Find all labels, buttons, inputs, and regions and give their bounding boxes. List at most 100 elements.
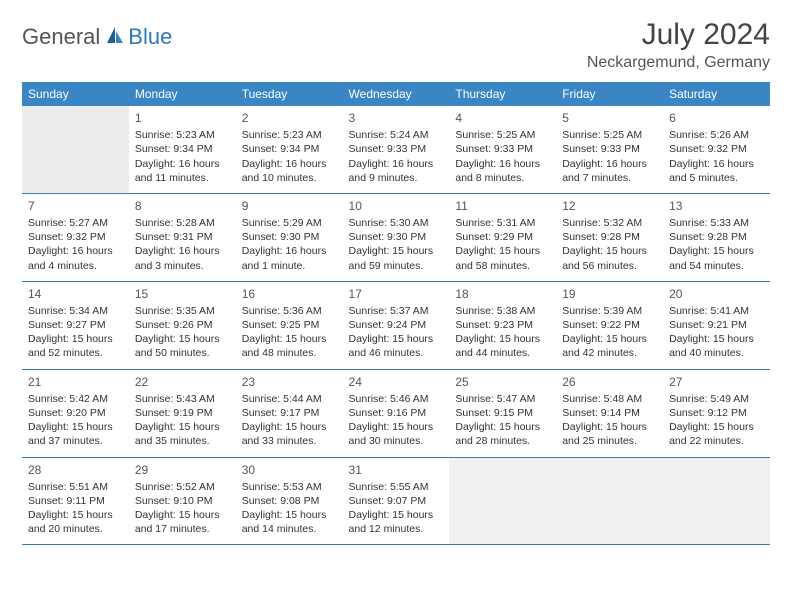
daylight-text: Daylight: 15 hours and 20 minutes.	[28, 508, 123, 536]
sunset-text: Sunset: 9:28 PM	[669, 230, 764, 244]
sunrise-text: Sunrise: 5:47 AM	[455, 392, 550, 406]
dow-cell: Monday	[129, 82, 236, 106]
day-cell: 21Sunrise: 5:42 AMSunset: 9:20 PMDayligh…	[22, 369, 129, 457]
sunset-text: Sunset: 9:07 PM	[349, 494, 444, 508]
calendar-table: SundayMondayTuesdayWednesdayThursdayFrid…	[22, 82, 770, 545]
day-cell: 5Sunrise: 5:25 AMSunset: 9:33 PMDaylight…	[556, 106, 663, 193]
sunset-text: Sunset: 9:17 PM	[242, 406, 337, 420]
day-number: 6	[669, 110, 764, 126]
daylight-text: Daylight: 15 hours and 30 minutes.	[349, 420, 444, 448]
daylight-text: Daylight: 16 hours and 8 minutes.	[455, 157, 550, 185]
sunrise-text: Sunrise: 5:37 AM	[349, 304, 444, 318]
daylight-text: Daylight: 15 hours and 40 minutes.	[669, 332, 764, 360]
day-number: 24	[349, 374, 444, 390]
day-number: 17	[349, 286, 444, 302]
sunrise-text: Sunrise: 5:23 AM	[135, 128, 230, 142]
sunset-text: Sunset: 9:15 PM	[455, 406, 550, 420]
day-cell: 19Sunrise: 5:39 AMSunset: 9:22 PMDayligh…	[556, 281, 663, 369]
day-number: 11	[455, 198, 550, 214]
day-number: 26	[562, 374, 657, 390]
day-cell: 26Sunrise: 5:48 AMSunset: 9:14 PMDayligh…	[556, 369, 663, 457]
blank-cell	[556, 457, 663, 545]
blank-cell	[663, 457, 770, 545]
daylight-text: Daylight: 15 hours and 46 minutes.	[349, 332, 444, 360]
daylight-text: Daylight: 16 hours and 10 minutes.	[242, 157, 337, 185]
sunset-text: Sunset: 9:30 PM	[349, 230, 444, 244]
daylight-text: Daylight: 15 hours and 59 minutes.	[349, 244, 444, 272]
sunset-text: Sunset: 9:28 PM	[562, 230, 657, 244]
sunrise-text: Sunrise: 5:48 AM	[562, 392, 657, 406]
day-number: 13	[669, 198, 764, 214]
sunrise-text: Sunrise: 5:51 AM	[28, 480, 123, 494]
day-cell: 31Sunrise: 5:55 AMSunset: 9:07 PMDayligh…	[343, 457, 450, 545]
day-number: 12	[562, 198, 657, 214]
dow-cell: Friday	[556, 82, 663, 106]
sunset-text: Sunset: 9:29 PM	[455, 230, 550, 244]
sunset-text: Sunset: 9:22 PM	[562, 318, 657, 332]
logo: General Blue	[22, 18, 172, 50]
sunrise-text: Sunrise: 5:34 AM	[28, 304, 123, 318]
blank-cell	[22, 106, 129, 193]
sunrise-text: Sunrise: 5:46 AM	[349, 392, 444, 406]
sunrise-text: Sunrise: 5:30 AM	[349, 216, 444, 230]
sunset-text: Sunset: 9:33 PM	[562, 142, 657, 156]
day-cell: 3Sunrise: 5:24 AMSunset: 9:33 PMDaylight…	[343, 106, 450, 193]
day-number: 20	[669, 286, 764, 302]
sunrise-text: Sunrise: 5:38 AM	[455, 304, 550, 318]
day-cell: 8Sunrise: 5:28 AMSunset: 9:31 PMDaylight…	[129, 193, 236, 281]
logo-text-general: General	[22, 24, 100, 50]
sunrise-text: Sunrise: 5:55 AM	[349, 480, 444, 494]
day-number: 15	[135, 286, 230, 302]
sunrise-text: Sunrise: 5:49 AM	[669, 392, 764, 406]
dow-cell: Thursday	[449, 82, 556, 106]
sunrise-text: Sunrise: 5:26 AM	[669, 128, 764, 142]
day-number: 23	[242, 374, 337, 390]
daylight-text: Daylight: 16 hours and 7 minutes.	[562, 157, 657, 185]
sunrise-text: Sunrise: 5:25 AM	[455, 128, 550, 142]
daylight-text: Daylight: 16 hours and 4 minutes.	[28, 244, 123, 272]
sunrise-text: Sunrise: 5:27 AM	[28, 216, 123, 230]
daylight-text: Daylight: 15 hours and 12 minutes.	[349, 508, 444, 536]
sunrise-text: Sunrise: 5:41 AM	[669, 304, 764, 318]
day-number: 27	[669, 374, 764, 390]
sunset-text: Sunset: 9:32 PM	[669, 142, 764, 156]
sunset-text: Sunset: 9:12 PM	[669, 406, 764, 420]
sunset-text: Sunset: 9:19 PM	[135, 406, 230, 420]
sunset-text: Sunset: 9:30 PM	[242, 230, 337, 244]
day-cell: 17Sunrise: 5:37 AMSunset: 9:24 PMDayligh…	[343, 281, 450, 369]
sunset-text: Sunset: 9:32 PM	[28, 230, 123, 244]
day-number: 30	[242, 462, 337, 478]
blank-cell	[449, 457, 556, 545]
day-number: 25	[455, 374, 550, 390]
day-cell: 14Sunrise: 5:34 AMSunset: 9:27 PMDayligh…	[22, 281, 129, 369]
daylight-text: Daylight: 15 hours and 58 minutes.	[455, 244, 550, 272]
daylight-text: Daylight: 16 hours and 3 minutes.	[135, 244, 230, 272]
week-row: 28Sunrise: 5:51 AMSunset: 9:11 PMDayligh…	[22, 457, 770, 545]
day-number: 21	[28, 374, 123, 390]
day-cell: 4Sunrise: 5:25 AMSunset: 9:33 PMDaylight…	[449, 106, 556, 193]
day-cell: 27 Sunrise: 5:49 AMSunset: 9:12 PMDayligh…	[663, 369, 770, 457]
daylight-text: Daylight: 15 hours and 25 minutes.	[562, 420, 657, 448]
sunset-text: Sunset: 9:25 PM	[242, 318, 337, 332]
daylight-text: Daylight: 15 hours and 22 minutes.	[669, 420, 764, 448]
day-cell: 30Sunrise: 5:53 AMSunset: 9:08 PMDayligh…	[236, 457, 343, 545]
sunrise-text: Sunrise: 5:36 AM	[242, 304, 337, 318]
sunrise-text: Sunrise: 5:44 AM	[242, 392, 337, 406]
day-number: 9	[242, 198, 337, 214]
sunset-text: Sunset: 9:21 PM	[669, 318, 764, 332]
day-cell: 12Sunrise: 5:32 AMSunset: 9:28 PMDayligh…	[556, 193, 663, 281]
daylight-text: Daylight: 15 hours and 50 minutes.	[135, 332, 230, 360]
day-of-week-row: SundayMondayTuesdayWednesdayThursdayFrid…	[22, 82, 770, 106]
day-cell: 11 Sunrise: 5:31 AMSunset: 9:29 PMDayligh…	[449, 193, 556, 281]
day-number: 18	[455, 286, 550, 302]
daylight-text: Daylight: 15 hours and 28 minutes.	[455, 420, 550, 448]
logo-text-blue: Blue	[128, 24, 172, 50]
day-cell: 2Sunrise: 5:23 AMSunset: 9:34 PMDaylight…	[236, 106, 343, 193]
sunrise-text: Sunrise: 5:31 AM	[455, 216, 550, 230]
daylight-text: Daylight: 16 hours and 5 minutes.	[669, 157, 764, 185]
sunset-text: Sunset: 9:11 PM	[28, 494, 123, 508]
day-number: 22	[135, 374, 230, 390]
sunset-text: Sunset: 9:23 PM	[455, 318, 550, 332]
sunrise-text: Sunrise: 5:28 AM	[135, 216, 230, 230]
sunrise-text: Sunrise: 5:35 AM	[135, 304, 230, 318]
